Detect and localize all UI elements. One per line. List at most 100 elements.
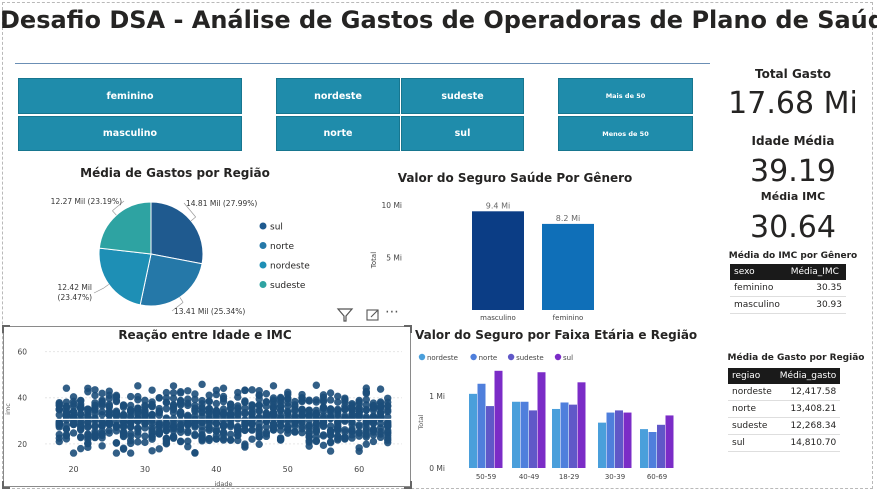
- scatter-point: [91, 399, 99, 407]
- age-bar-sul[interactable]: [537, 372, 546, 468]
- gender-bar-feminino[interactable]: [542, 223, 594, 310]
- scatter-point: [105, 418, 113, 426]
- scatter-point: [241, 426, 249, 434]
- age-bar-sudeste[interactable]: [569, 404, 577, 468]
- age-bar-nordeste[interactable]: [512, 401, 520, 468]
- pie-legend-marker[interactable]: [259, 242, 267, 249]
- age-bar-sul[interactable]: [665, 415, 674, 468]
- scatter-point: [198, 422, 206, 431]
- scatter-point: [255, 433, 263, 441]
- age-label: Idade Média: [751, 134, 835, 148]
- pie-slice-nordeste[interactable]: [98, 247, 152, 306]
- scatter-point: [276, 411, 285, 419]
- age-bar-norte[interactable]: [560, 402, 569, 468]
- scatter-x-tick: 30: [140, 465, 150, 474]
- pie-slice-sudeste[interactable]: [98, 201, 152, 255]
- scatter-chart[interactable]: 20 40 60 20 30 40 50 60 imc idade: [5, 342, 407, 488]
- gender-y-tick: 5 Mi: [386, 254, 402, 263]
- slicer-masculino[interactable]: masculino: [18, 116, 242, 151]
- slicer-menos-de-50[interactable]: Menos de 50: [558, 116, 693, 151]
- imc-table-header[interactable]: Média_IMC: [786, 264, 846, 280]
- scatter-point: [77, 444, 85, 453]
- scatter-point: [205, 408, 213, 417]
- filter-icon[interactable]: [336, 307, 354, 323]
- age-bar-sul[interactable]: [623, 412, 632, 468]
- scatter-point: [169, 420, 178, 428]
- pie-legend-label[interactable]: sul: [270, 223, 283, 233]
- age-x-tick: 30-39: [605, 473, 625, 481]
- scatter-point: [384, 394, 392, 402]
- table-cell: 30.35: [786, 280, 846, 297]
- age-legend-label[interactable]: norte: [479, 354, 498, 362]
- scatter-point: [369, 399, 378, 407]
- age-bar-sul[interactable]: [494, 370, 503, 468]
- age-bar-nordeste[interactable]: [640, 429, 648, 468]
- age-legend-marker[interactable]: [470, 353, 477, 361]
- pie-legend-marker[interactable]: [259, 281, 267, 288]
- scatter-point: [284, 402, 292, 410]
- age-legend-marker[interactable]: [507, 353, 515, 361]
- pie-legend-marker[interactable]: [259, 261, 267, 269]
- age-bar-nordeste[interactable]: [469, 393, 477, 468]
- pie-legend-label[interactable]: norte: [270, 242, 294, 252]
- imc-table-header[interactable]: sexo: [730, 264, 787, 280]
- resize-handle[interactable]: [404, 325, 412, 333]
- focus-mode-icon[interactable]: [365, 307, 381, 323]
- pie-legend-marker[interactable]: [259, 222, 267, 230]
- pie-legend-label[interactable]: nordeste: [270, 262, 310, 272]
- scatter-point: [312, 419, 321, 427]
- slicer-mais-de-50[interactable]: Mais de 50: [558, 78, 693, 114]
- age-region-bar-chart[interactable]: nordeste norte sudeste sul Total 0 Mi 1 Mi 50-5…: [415, 348, 705, 488]
- slicer-norte[interactable]: norte: [276, 116, 400, 151]
- pie-slice-norte[interactable]: [139, 253, 203, 307]
- pie-leader-line: [183, 202, 196, 218]
- scatter-point: [305, 406, 313, 414]
- gasto-table-header[interactable]: regiao: [728, 368, 776, 384]
- age-bar-nordeste[interactable]: [552, 408, 560, 468]
- pie-legend-label[interactable]: sudeste: [270, 281, 306, 291]
- age-bar-sudeste[interactable]: [529, 410, 537, 468]
- resize-handle[interactable]: [2, 325, 10, 333]
- age-legend-label[interactable]: sudeste: [516, 354, 544, 362]
- age-legend-label[interactable]: nordeste: [427, 354, 458, 362]
- gender-bar-masculino[interactable]: [472, 211, 524, 310]
- age-bar-norte[interactable]: [477, 383, 486, 468]
- slicer-sul[interactable]: sul: [401, 116, 524, 151]
- pie-slice-sul[interactable]: [150, 201, 204, 265]
- scatter-point: [334, 408, 342, 416]
- scatter-point: [369, 406, 378, 414]
- age-bar-sudeste[interactable]: [657, 424, 665, 468]
- age-legend-marker[interactable]: [418, 353, 426, 361]
- scatter-point: [384, 438, 392, 447]
- scatter-point: [155, 445, 163, 453]
- more-options-icon[interactable]: ⋯: [385, 304, 400, 320]
- table-row: norte 13,408.21: [728, 400, 841, 418]
- age-bar-sudeste[interactable]: [615, 410, 623, 468]
- scatter-point: [84, 433, 92, 441]
- age-legend-marker[interactable]: [554, 353, 562, 361]
- scatter-point: [284, 388, 292, 397]
- table-cell: 12,417.58: [775, 384, 841, 401]
- age-bar-sul[interactable]: [577, 382, 586, 468]
- table-row: masculino 30.93: [730, 296, 846, 314]
- table-cell: 13,408.21: [775, 400, 841, 418]
- scatter-point: [319, 412, 328, 420]
- gasto-table-header[interactable]: Média_gasto: [775, 368, 841, 384]
- scatter-point: [262, 402, 271, 411]
- slicer-nordeste[interactable]: nordeste: [276, 78, 400, 114]
- pie-chart[interactable]: 14.81 Mil (27.99%) 13.41 Mil (25.34%) 12.4…: [40, 190, 340, 325]
- age-bar-norte[interactable]: [648, 432, 657, 468]
- age-bar-norte[interactable]: [520, 401, 529, 468]
- age-bar-sudeste[interactable]: [486, 406, 494, 468]
- age-bar-norte[interactable]: [606, 412, 615, 468]
- slicer-sudeste[interactable]: sudeste: [401, 78, 524, 114]
- scatter-point: [276, 402, 285, 410]
- gender-bar-chart[interactable]: Total 5 Mi 10 Mi 9.4 Mi masculino 8.2 Mi femin…: [360, 190, 660, 325]
- scatter-point: [234, 422, 242, 431]
- scatter-point: [355, 398, 363, 406]
- imc-table: sexo Média_IMC feminino 30.35 masculino …: [730, 264, 846, 314]
- age-legend-label[interactable]: sul: [563, 354, 573, 362]
- age-bar-nordeste[interactable]: [598, 422, 606, 468]
- slicer-feminino[interactable]: feminino: [18, 78, 242, 114]
- scatter-point: [162, 405, 171, 413]
